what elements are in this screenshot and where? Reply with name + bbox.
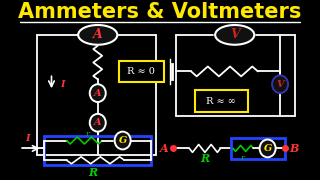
Text: r: r (85, 130, 89, 138)
Text: A: A (94, 118, 101, 127)
Text: r: r (241, 154, 245, 162)
Text: Ammeters & Voltmeters: Ammeters & Voltmeters (18, 2, 302, 22)
Ellipse shape (78, 25, 117, 45)
FancyBboxPatch shape (195, 90, 248, 112)
Text: I: I (60, 80, 65, 89)
Text: A: A (94, 89, 101, 98)
Text: G: G (263, 144, 272, 153)
Text: R: R (89, 167, 98, 178)
Circle shape (272, 75, 288, 93)
Text: G: G (118, 136, 127, 145)
Text: I: I (25, 134, 29, 143)
Text: R ≈ 0: R ≈ 0 (127, 67, 155, 76)
Text: A: A (160, 143, 169, 154)
Ellipse shape (215, 25, 254, 45)
Text: V: V (230, 28, 240, 41)
FancyBboxPatch shape (119, 60, 164, 82)
Circle shape (115, 132, 131, 149)
Text: V: V (276, 80, 284, 89)
Text: A: A (93, 28, 103, 41)
Text: B: B (289, 143, 298, 154)
Circle shape (90, 84, 106, 102)
Text: R ≈ ∞: R ≈ ∞ (206, 96, 236, 105)
Circle shape (90, 114, 106, 132)
Text: R: R (200, 153, 209, 164)
Circle shape (260, 140, 276, 157)
